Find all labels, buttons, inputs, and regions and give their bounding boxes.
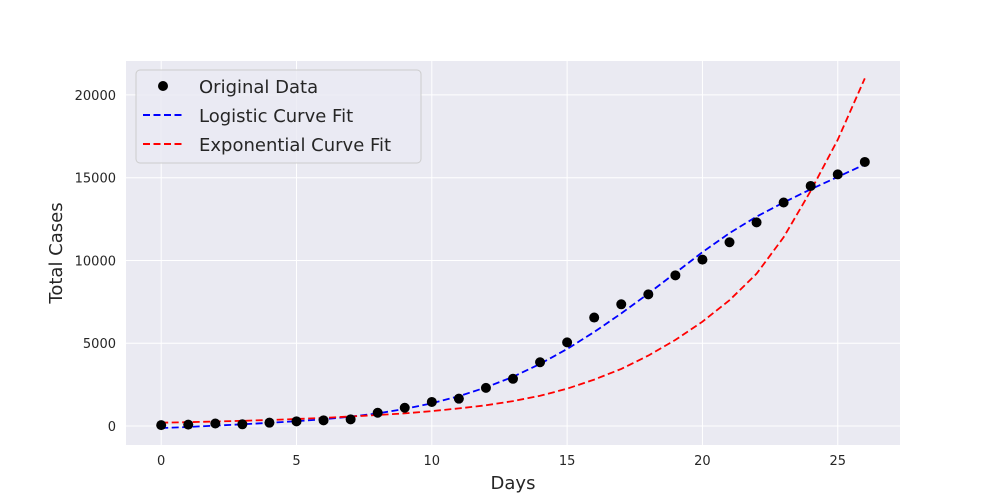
original-data-point <box>345 414 356 425</box>
series-layer <box>156 78 870 431</box>
original-data-point <box>562 337 573 348</box>
original-data-point <box>535 357 546 368</box>
legend-label-original-data: Original Data <box>199 77 318 98</box>
original-data-point <box>399 402 410 413</box>
original-data-point <box>480 382 491 393</box>
original-data-point <box>778 197 789 208</box>
x-tick-label: 5 <box>292 454 300 469</box>
x-tick-label: 20 <box>694 454 711 469</box>
original-data-point <box>156 420 167 431</box>
x-tick-label: 25 <box>829 454 846 469</box>
original-data-point <box>643 289 654 300</box>
original-data-point <box>859 156 870 167</box>
legend-label-exponential-fit: Exponential Curve Fit <box>199 135 391 156</box>
original-data-point <box>318 415 329 426</box>
x-tick-label: 15 <box>559 454 576 469</box>
original-data-point <box>264 417 275 428</box>
original-data-point <box>291 416 302 427</box>
y-tick-label: 0 <box>108 420 116 435</box>
x-tick-label: 10 <box>424 454 441 469</box>
original-data-point <box>372 407 383 418</box>
original-data-point <box>805 180 816 191</box>
y-tick-label: 20000 <box>75 89 116 104</box>
exponential-fit-line <box>161 78 866 424</box>
original-data-point <box>426 396 437 407</box>
legend-label-logistic-fit: Logistic Curve Fit <box>199 106 353 127</box>
x-tick-labels: 0 5 10 15 20 25 <box>157 454 846 469</box>
y-tick-label: 5000 <box>83 337 116 352</box>
y-axis-title: Total Cases <box>46 202 67 304</box>
original-data-point <box>237 419 248 430</box>
legend: Original Data Logistic Curve Fit Exponen… <box>135 69 422 164</box>
legend-marker-original-data <box>158 81 168 91</box>
y-tick-labels: 0 5000 10000 15000 20000 <box>75 89 116 435</box>
original-data-point <box>453 393 464 404</box>
grid-lines <box>126 61 900 445</box>
original-data-point <box>724 237 735 248</box>
original-data-point <box>670 270 681 281</box>
y-tick-label: 15000 <box>75 172 116 187</box>
original-data-point <box>832 169 843 180</box>
original-data-point <box>508 373 518 384</box>
original-data-point <box>210 418 221 429</box>
x-tick-label: 0 <box>157 454 165 469</box>
y-tick-label: 10000 <box>75 254 116 269</box>
original-data-point <box>751 217 762 228</box>
legend-frame <box>135 69 422 164</box>
original-data-point <box>183 419 194 430</box>
original-data-point <box>589 312 600 323</box>
x-axis-title: Days <box>491 473 536 494</box>
original-data-point <box>697 254 708 265</box>
original-data-point <box>616 299 627 310</box>
